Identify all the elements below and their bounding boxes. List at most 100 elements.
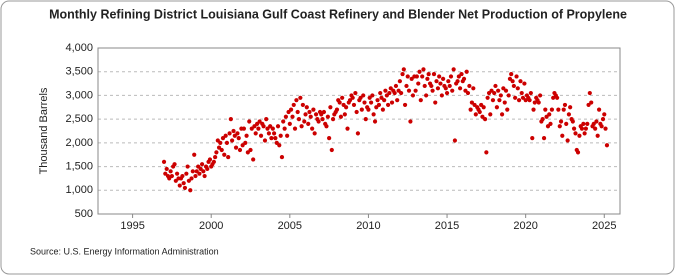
point — [602, 112, 607, 117]
point — [417, 69, 422, 74]
point — [329, 147, 334, 153]
point — [327, 136, 332, 141]
y-tick-label: 1,000 — [65, 184, 93, 196]
point — [256, 126, 261, 131]
point — [404, 83, 409, 89]
point — [337, 100, 342, 105]
point — [253, 131, 258, 136]
point — [441, 76, 446, 81]
point — [498, 93, 503, 98]
point — [413, 88, 418, 93]
point — [560, 133, 565, 138]
point — [536, 100, 541, 105]
point — [202, 173, 207, 179]
point — [371, 112, 376, 117]
point — [282, 126, 287, 131]
point — [565, 138, 570, 143]
point — [516, 98, 522, 103]
point — [566, 112, 572, 117]
point — [197, 171, 202, 176]
point — [420, 74, 425, 79]
point — [316, 119, 321, 124]
point — [494, 105, 499, 110]
point — [582, 131, 587, 136]
point — [251, 157, 256, 162]
point — [522, 81, 527, 86]
point — [258, 133, 264, 138]
point — [230, 138, 235, 143]
point — [294, 98, 299, 103]
point — [600, 117, 606, 122]
point — [224, 140, 230, 145]
point — [549, 107, 555, 112]
point — [538, 93, 543, 98]
point — [434, 79, 439, 84]
point — [244, 133, 249, 138]
point — [376, 102, 382, 108]
point — [450, 88, 455, 93]
point — [593, 126, 598, 131]
chart-title: Monthly Refining District Louisiana Gulf… — [49, 7, 627, 21]
point — [457, 86, 463, 91]
point — [543, 107, 548, 112]
point — [547, 112, 552, 117]
point — [372, 119, 378, 124]
point — [223, 133, 228, 138]
point — [452, 138, 458, 143]
point — [231, 128, 236, 134]
point — [227, 131, 232, 136]
point — [193, 173, 198, 179]
point — [353, 90, 358, 96]
point — [467, 83, 472, 89]
point — [455, 79, 460, 84]
point — [366, 107, 371, 112]
y-tick-label: 500 — [75, 208, 93, 220]
point — [213, 154, 218, 160]
point — [465, 90, 471, 96]
point — [350, 95, 355, 100]
point — [383, 88, 388, 93]
x-tick-label: 2020 — [513, 220, 537, 232]
point — [207, 157, 213, 162]
point — [359, 107, 364, 112]
point — [595, 133, 600, 138]
x-tick-label: 2015 — [435, 220, 459, 232]
point — [519, 90, 524, 96]
point — [430, 88, 435, 93]
point — [581, 121, 586, 126]
point — [400, 71, 405, 77]
point — [604, 143, 610, 148]
point — [410, 93, 416, 98]
point — [169, 173, 174, 179]
point — [235, 131, 240, 136]
point — [184, 171, 189, 176]
point — [182, 185, 188, 191]
point — [389, 100, 395, 105]
point — [270, 126, 275, 131]
point — [302, 119, 307, 124]
point — [189, 176, 194, 181]
point — [579, 126, 585, 131]
point — [192, 152, 197, 157]
point — [485, 95, 490, 100]
point — [421, 67, 426, 72]
point — [506, 93, 511, 98]
point — [422, 83, 427, 89]
point — [564, 121, 569, 126]
point — [161, 159, 167, 164]
point — [233, 145, 239, 150]
point — [241, 126, 247, 131]
point — [443, 86, 448, 91]
point — [402, 102, 408, 108]
point — [354, 109, 359, 115]
point — [275, 124, 281, 129]
point — [481, 105, 486, 110]
point — [406, 88, 412, 93]
y-tick-label: 3,000 — [65, 89, 93, 101]
point — [219, 147, 224, 153]
point — [355, 131, 360, 136]
point — [382, 98, 387, 103]
y-tick-label: 2,000 — [65, 137, 93, 149]
point — [296, 117, 302, 122]
point — [306, 121, 311, 126]
